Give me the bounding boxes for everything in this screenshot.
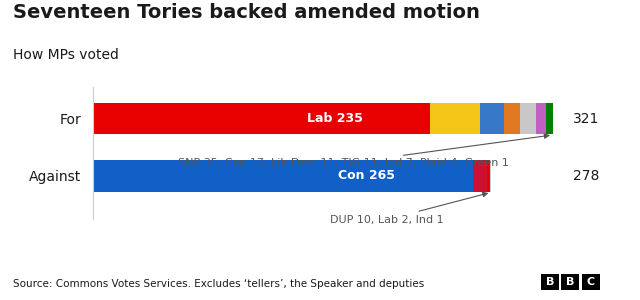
Bar <box>546 103 552 134</box>
Bar <box>487 160 490 192</box>
Bar <box>93 103 429 134</box>
Text: SNP 35, Con 17, Lib Dem 11, TIG 11, Ind 7, Plaid 4, Green 1: SNP 35, Con 17, Lib Dem 11, TIG 11, Ind … <box>178 134 549 169</box>
Text: C: C <box>587 277 595 287</box>
Text: B: B <box>545 277 554 287</box>
Text: Seventeen Tories backed amended motion: Seventeen Tories backed amended motion <box>13 3 479 22</box>
Bar <box>520 103 536 134</box>
Bar <box>552 103 553 134</box>
Text: Source: Commons Votes Services. Excludes ‘tellers’, the Speaker and deputies: Source: Commons Votes Services. Excludes… <box>13 279 424 289</box>
Text: 321: 321 <box>573 112 599 126</box>
Bar <box>536 103 546 134</box>
Text: Lab 235: Lab 235 <box>307 112 364 125</box>
Text: DUP 10, Lab 2, Ind 1: DUP 10, Lab 2, Ind 1 <box>330 192 487 225</box>
Bar <box>429 103 480 134</box>
Bar <box>472 160 487 192</box>
Bar <box>504 103 520 134</box>
Bar <box>490 160 492 192</box>
Text: How MPs voted: How MPs voted <box>13 48 118 62</box>
Text: B: B <box>566 277 575 287</box>
Bar <box>93 160 472 192</box>
Bar <box>480 103 504 134</box>
Text: 278: 278 <box>573 169 599 183</box>
Text: Con 265: Con 265 <box>338 169 395 182</box>
